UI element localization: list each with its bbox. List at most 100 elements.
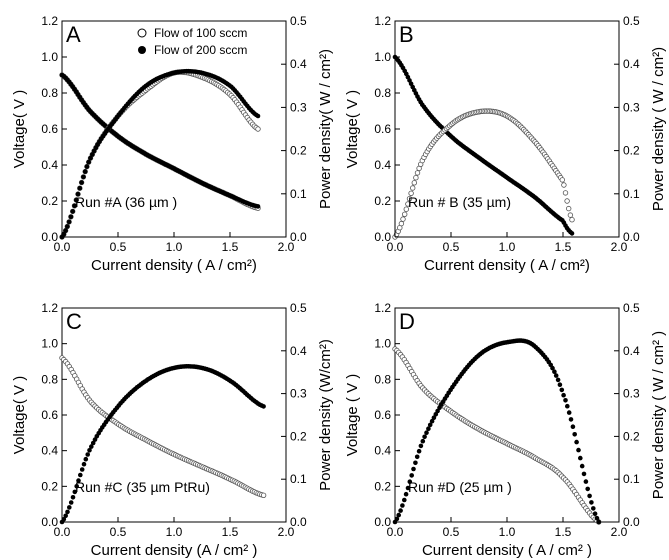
panel-b: 0.0 0.5 1.0 1.5 2.00.00.20.40.60.81.01.20.00… (344, 14, 667, 274)
panel-letter: A (66, 22, 81, 47)
y-left-tick-label: 0.0 (374, 230, 391, 244)
data-point (85, 452, 90, 457)
data-point (566, 205, 572, 212)
x-tick-label: 0.5 (443, 240, 460, 254)
data-point (90, 152, 95, 157)
x-tick-label: 2.0 (278, 240, 295, 254)
data-point (405, 201, 411, 207)
data-point (66, 219, 72, 225)
y-left-tick-label: 0.2 (374, 194, 391, 208)
data-point (561, 392, 566, 398)
data-point (394, 516, 400, 522)
y-left-tick-label: 0.4 (374, 158, 391, 172)
y-left-tick-label: 0.4 (374, 444, 391, 458)
data-point (574, 439, 579, 445)
y-left-tick-label: 0.4 (41, 158, 58, 172)
y-left-tick-label: 0.2 (41, 479, 58, 493)
data-point (553, 373, 559, 378)
panel-letter: C (66, 309, 82, 334)
data-point (566, 410, 572, 415)
data-point (581, 471, 587, 477)
data-point (585, 486, 590, 492)
x-tick-label: 0.0 (54, 240, 71, 254)
data-point (76, 478, 81, 483)
data-point (559, 177, 565, 183)
y-left-tick-label: 1.0 (41, 50, 58, 64)
series-power-filled (59, 364, 266, 525)
data-point (576, 447, 581, 453)
data-point (88, 155, 93, 161)
y-right-tick-label: 0.4 (290, 344, 307, 358)
data-point (81, 174, 86, 180)
x-tick-label: 0.5 (110, 525, 127, 539)
y-left-tick-label: 0.6 (41, 408, 58, 422)
y-right-tick-label: 0.5 (290, 14, 307, 28)
run-annotation: Run #C (35 µm PtRu) (75, 479, 210, 495)
y-axis-label-left: Voltage ( V ) (344, 374, 361, 457)
data-point (594, 515, 600, 521)
data-point (592, 511, 598, 516)
data-point (414, 170, 421, 176)
x-tick-label: 0.5 (110, 240, 127, 254)
data-point (550, 365, 555, 371)
data-point (72, 489, 78, 495)
data-point (579, 463, 585, 469)
legend-entry-200: Flow of 200 sccm (154, 43, 247, 57)
data-point (405, 485, 411, 491)
data-point (75, 191, 81, 197)
y-left-tick-label: 0.8 (41, 372, 58, 386)
data-point (562, 190, 569, 196)
series-power-open (392, 108, 575, 240)
x-tick-label: 1.5 (555, 525, 572, 539)
x-axis-label: Current density ( A / cm²) (91, 257, 257, 274)
data-point (552, 369, 557, 375)
data-markers (392, 338, 602, 525)
y-axis-label-right: Power density ( W / cm² ) (650, 331, 667, 499)
y-right-tick-label: 0.0 (290, 515, 307, 529)
data-point (589, 500, 594, 505)
data-point (570, 424, 576, 430)
y-left-tick-label: 0.8 (374, 86, 391, 100)
y-right-tick-label: 0.2 (290, 144, 307, 158)
panel-letter: B (399, 22, 414, 47)
data-point (429, 418, 435, 424)
data-point (84, 164, 90, 169)
legend: Flow of 100 sccm Flow of 200 sccm (137, 26, 247, 57)
x-tick-label: 1.0 (166, 240, 183, 254)
data-point (406, 195, 413, 202)
data-point (565, 403, 570, 409)
series-power-open (59, 69, 261, 240)
series-voltage-open (59, 355, 267, 498)
data-point (403, 491, 409, 497)
data-point (86, 159, 91, 165)
y-right-tick-label: 0.1 (623, 472, 640, 486)
data-point (564, 198, 570, 204)
x-axis-label: Current density ( A / cm²) (424, 257, 590, 274)
data-point (398, 220, 405, 227)
data-point (61, 231, 67, 237)
data-point (83, 456, 89, 462)
y-left-tick-label: 1.0 (374, 337, 391, 351)
data-point (403, 206, 409, 212)
data-point (81, 461, 87, 467)
y-right-tick-label: 0.2 (290, 429, 307, 443)
data-point (591, 506, 596, 511)
data-point (79, 180, 84, 185)
data-point (561, 182, 567, 188)
x-tick-label: 2.0 (611, 240, 628, 254)
axis-ticks: 0.0 0.5 1.0 1.5 2.00.00.20.40.60.81.01.20.00… (41, 14, 307, 254)
data-point (67, 505, 72, 510)
y-right-tick-label: 0.3 (290, 387, 307, 401)
y-left-tick-label: 1.2 (374, 301, 391, 315)
x-tick-label: 1.5 (555, 240, 572, 254)
y-right-tick-label: 0.0 (623, 230, 640, 244)
y-left-tick-label: 0.4 (41, 444, 58, 458)
data-point (68, 500, 74, 505)
data-point (82, 169, 88, 174)
y-right-tick-label: 0.5 (290, 301, 307, 315)
data-point (87, 448, 92, 453)
y-left-tick-label: 0.8 (41, 86, 58, 100)
series-voltage-open (392, 346, 602, 525)
legend-entry-100: Flow of 100 sccm (154, 26, 247, 40)
